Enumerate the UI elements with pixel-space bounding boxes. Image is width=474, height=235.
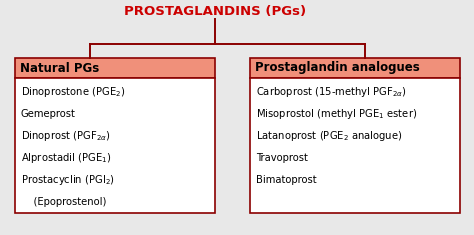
Text: Misoprostol (methyl PGE$_1$ ester): Misoprostol (methyl PGE$_1$ ester): [256, 107, 417, 121]
FancyBboxPatch shape: [250, 58, 460, 78]
Text: Travoprost: Travoprost: [256, 153, 308, 163]
Text: Gemeprost: Gemeprost: [21, 109, 76, 119]
Text: Dinoprostone (PGE$_2$): Dinoprostone (PGE$_2$): [21, 85, 125, 99]
Text: Latanoprost (PGE$_2$ analogue): Latanoprost (PGE$_2$ analogue): [256, 129, 402, 143]
Text: Prostaglandin analogues: Prostaglandin analogues: [255, 62, 420, 74]
FancyBboxPatch shape: [250, 78, 460, 213]
Text: (Epoprostenol): (Epoprostenol): [21, 197, 106, 207]
Text: Carboprost (15-methyl PGF$_{2\alpha}$): Carboprost (15-methyl PGF$_{2\alpha}$): [256, 85, 407, 99]
Text: Dinoprost (PGF$_{2\alpha}$): Dinoprost (PGF$_{2\alpha}$): [21, 129, 111, 143]
Text: Alprostadil (PGE$_1$): Alprostadil (PGE$_1$): [21, 151, 111, 165]
FancyBboxPatch shape: [15, 58, 215, 78]
Text: Prostacyclin (PGI$_2$): Prostacyclin (PGI$_2$): [21, 173, 115, 187]
Text: Bimatoprost: Bimatoprost: [256, 175, 317, 185]
Text: Natural PGs: Natural PGs: [20, 62, 99, 74]
FancyBboxPatch shape: [15, 78, 215, 213]
Text: PROSTAGLANDINS (PGs): PROSTAGLANDINS (PGs): [124, 5, 306, 19]
